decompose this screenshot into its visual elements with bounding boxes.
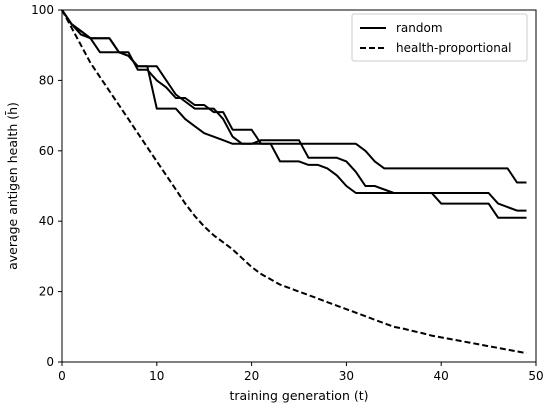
y-tick-label: 40 [39, 214, 54, 228]
x-tick-label: 0 [58, 369, 66, 383]
x-tick-label: 40 [434, 369, 449, 383]
y-tick-label: 60 [39, 144, 54, 158]
plot-area [62, 10, 536, 362]
x-tick-label: 50 [528, 369, 543, 383]
y-axis: 0 20 40 60 80 100 [31, 3, 62, 369]
y-axis-label: average antigen health (h̄) [5, 102, 20, 270]
x-tick-label: 30 [339, 369, 354, 383]
x-axis-label: training generation (t) [229, 388, 368, 403]
x-axis: 0 10 20 30 40 50 [58, 362, 543, 383]
x-tick-label: 10 [149, 369, 164, 383]
y-tick-label: 0 [46, 355, 54, 369]
y-tick-label: 100 [31, 3, 54, 17]
legend: random health-proportional [352, 14, 527, 61]
y-tick-label: 80 [39, 73, 54, 87]
legend-label-health-proportional: health-proportional [396, 41, 512, 55]
y-tick-label: 20 [39, 285, 54, 299]
legend-label-random: random [396, 21, 443, 35]
x-tick-label: 20 [244, 369, 259, 383]
